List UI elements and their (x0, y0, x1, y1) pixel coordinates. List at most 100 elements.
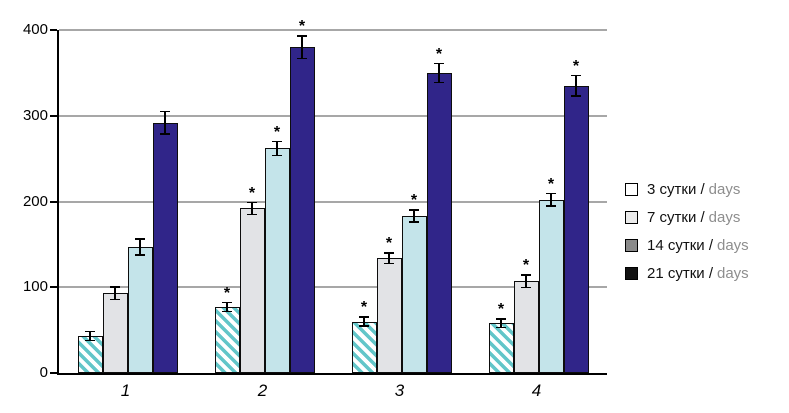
error-bar (413, 209, 415, 223)
x-axis-label-3: 3 (394, 381, 405, 400)
gridline-100 (59, 286, 607, 289)
error-bar (388, 252, 390, 265)
bar-group-2-series-1 (214, 306, 240, 373)
error-bar-cap (521, 286, 531, 289)
error-bar (251, 201, 253, 216)
error-bar (363, 316, 365, 327)
legend-marker-icon (625, 239, 638, 252)
legend-label-ru: 21 сутки / (647, 265, 713, 282)
error-bar (550, 192, 552, 207)
error-bar-cap (135, 238, 145, 240)
x-axis-label-1: 1 (120, 381, 131, 400)
significance-asterisk: * (572, 57, 580, 75)
gridline-200 (59, 200, 607, 203)
significance-asterisk: * (360, 299, 368, 317)
bar-group-2-series-2 (239, 208, 265, 373)
error-bar-cap (409, 209, 419, 211)
error-bar-cap (359, 325, 369, 327)
error-bar-cap (135, 254, 145, 256)
legend-marker-icon (625, 267, 638, 280)
error-bar-cap (110, 286, 120, 288)
legend-marker-icon (625, 211, 638, 224)
error-bar-cap (434, 62, 444, 65)
y-axis-label-400: 400 (22, 21, 48, 38)
error-bar-cap (496, 326, 506, 329)
bar-group-4-series-2 (513, 281, 539, 373)
error-bar-cap (85, 339, 95, 342)
bar-group-3-series-4 (426, 72, 452, 373)
bar-group-4-series-4 (563, 85, 589, 373)
legend: 3 сутки / days 7 сутки / days 14 сутки / days… (625, 181, 749, 293)
bar-group-1-series-3 (127, 246, 153, 373)
bar-group-1-series-2 (102, 293, 128, 373)
legend-label-en: days (717, 237, 749, 254)
significance-asterisk: * (223, 284, 231, 302)
error-bar (276, 140, 278, 157)
legend-label-en: days (708, 209, 741, 226)
error-bar (438, 62, 440, 84)
y-tick-200 (50, 200, 57, 203)
bar-group-2-series-4 (289, 47, 315, 373)
error-bar-cap (409, 221, 419, 223)
error-bar-cap (160, 110, 170, 113)
legend-label-en: days (708, 181, 741, 198)
significance-asterisk: * (298, 18, 306, 36)
plot-area: * * * * * * * * * * * * (50, 19, 607, 375)
error-bar (226, 301, 228, 313)
x-axis-label-4: 4 (531, 381, 542, 400)
significance-asterisk: * (522, 257, 530, 275)
bar-group-1-series-4 (152, 122, 178, 373)
error-bar-cap (571, 74, 581, 77)
significance-asterisk: * (435, 45, 443, 63)
error-bar (139, 238, 141, 256)
y-axis-label-300: 300 (22, 106, 48, 124)
error-bar-cap (222, 301, 232, 304)
error-bar (301, 35, 303, 60)
bar-group-4-series-1 (488, 323, 514, 373)
error-bar (500, 318, 502, 329)
error-bar (575, 74, 577, 97)
error-bar-cap (85, 330, 95, 333)
legend-item-3: 14 сутки / days (625, 237, 749, 254)
error-bar (114, 286, 116, 301)
error-bar-cap (247, 213, 257, 216)
error-bar-cap (546, 205, 556, 207)
legend-label-ru: 14 сутки / (647, 237, 713, 254)
y-axis-label-100: 100 (22, 278, 48, 296)
error-bar (164, 110, 166, 135)
y-tick-100 (50, 286, 57, 289)
error-bar-cap (434, 81, 444, 84)
bar-group-4-series-3 (538, 199, 564, 373)
error-bar-cap (297, 35, 307, 37)
significance-asterisk: * (385, 235, 393, 253)
error-bar (525, 274, 527, 289)
x-axis-label-2: 2 (257, 381, 268, 400)
significance-asterisk: * (248, 184, 256, 202)
error-bar-cap (571, 95, 581, 97)
error-bar-cap (546, 192, 556, 195)
gridline-300 (59, 114, 607, 117)
legend-label-ru: 3 сутки / (647, 181, 705, 198)
error-bar-cap (359, 316, 369, 318)
legend-marker-icon (625, 183, 638, 196)
bar-group-3-series-3 (401, 216, 427, 373)
error-bar-cap (496, 318, 506, 320)
legend-item-1: 3 сутки / days (625, 181, 749, 198)
bar-group-2-series-3 (264, 148, 290, 373)
y-axis-label-0: 0 (39, 364, 48, 381)
significance-asterisk: * (497, 301, 505, 319)
error-bar-cap (521, 274, 531, 276)
significance-asterisk: * (410, 192, 418, 210)
bar-group-3-series-2 (376, 258, 402, 373)
error-bar (89, 331, 91, 342)
error-bar-cap (384, 252, 394, 254)
legend-label-en: days (717, 265, 749, 282)
bar-group-3-series-1 (351, 321, 377, 373)
y-tick-300 (50, 114, 57, 117)
y-axis-label-200: 200 (22, 192, 48, 210)
error-bar-cap (384, 262, 394, 265)
legend-item-2: 7 сутки / days (625, 209, 749, 226)
gridline-400 (59, 29, 607, 31)
legend-item-4: 21 сутки / days (625, 265, 749, 282)
